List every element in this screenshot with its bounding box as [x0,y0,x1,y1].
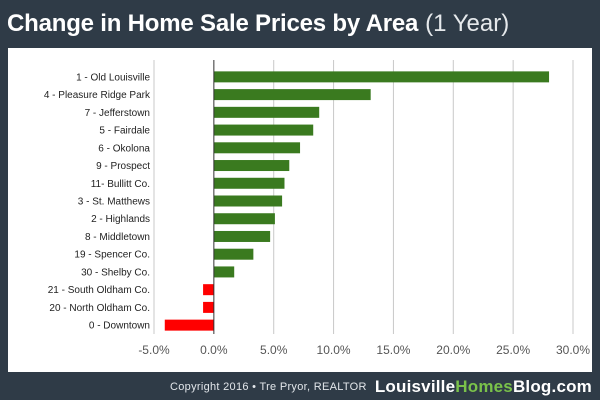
bar [213,248,254,260]
category-label: 2 - Highlands [91,214,150,225]
x-tick-label: 10.0% [317,343,351,357]
x-tick-label: 5.0% [260,343,288,357]
category-label: 20 - North Oldham Co. [49,303,150,314]
bar-chart: 1 - Old Louisville 4 - Pleasure Ridge Par… [44,60,590,357]
copyright-text: Copyright 2016 • Tre Pryor, REALTOR [170,381,367,393]
tick-label-layer: -5.0% 0.0% 5.0% 10.0% 15.0% 20.0% 25.0% 30.0% [138,343,590,357]
x-tick-label: -5.0% [138,343,170,357]
category-label: 9 - Prospect [96,161,150,172]
category-label: 6 - Okolona [98,143,150,154]
chart-title: Change in Home Sale Prices by Area [7,10,419,37]
bar [164,319,214,331]
bar [213,106,320,118]
bar [203,301,214,313]
category-label: 0 - Downtown [89,321,150,332]
bar [213,177,285,189]
bar [213,124,314,136]
category-label: 3 - St. Matthews [78,197,150,208]
bar-layer [164,71,550,331]
bar [213,230,271,242]
grid-layer [153,60,574,334]
category-label: 7 - Jefferstown [85,108,150,119]
bar [213,71,550,83]
category-label: 11- Bullitt Co. [91,179,150,190]
x-tick-label: 25.0% [496,343,530,357]
x-tick-label: 20.0% [436,343,470,357]
title-bar: Change in Home Sale Prices by Area (1 Ye… [0,0,600,48]
site-brand[interactable]: LouisvilleHomesBlog.com [375,377,592,397]
category-label: 1 - Old Louisville [76,72,150,83]
site-brand-part1: Louisville [374,377,456,396]
site-brand-part2: Homes [455,377,513,396]
x-tick-label: 0.0% [200,343,228,357]
footer: Copyright 2016 • Tre Pryor, REALTOR Loui… [0,372,600,400]
category-label: 4 - Pleasure Ridge Park [44,90,151,101]
bar [213,266,235,278]
chart-subtitle: (1 Year) [425,10,510,37]
bar [213,160,290,172]
bar [213,213,275,225]
bar [203,284,214,296]
chart-panel: 1 - Old Louisville 4 - Pleasure Ridge Par… [8,48,592,372]
x-tick-label: 15.0% [376,343,410,357]
category-label: 30 - Shelby Co. [81,267,150,278]
category-label: 8 - Middletown [85,232,150,243]
site-brand-part3: Blog.com [512,377,592,396]
category-label: 5 - Fairdale [99,126,150,137]
bar [213,89,371,101]
bar [213,142,301,154]
category-label-layer: 1 - Old Louisville 4 - Pleasure Ridge Par… [44,72,151,331]
x-tick-label: 30.0% [556,343,590,357]
category-label: 19 - Spencer Co. [74,250,150,261]
category-label: 21 - South Oldham Co. [48,285,150,296]
bar [213,195,283,207]
